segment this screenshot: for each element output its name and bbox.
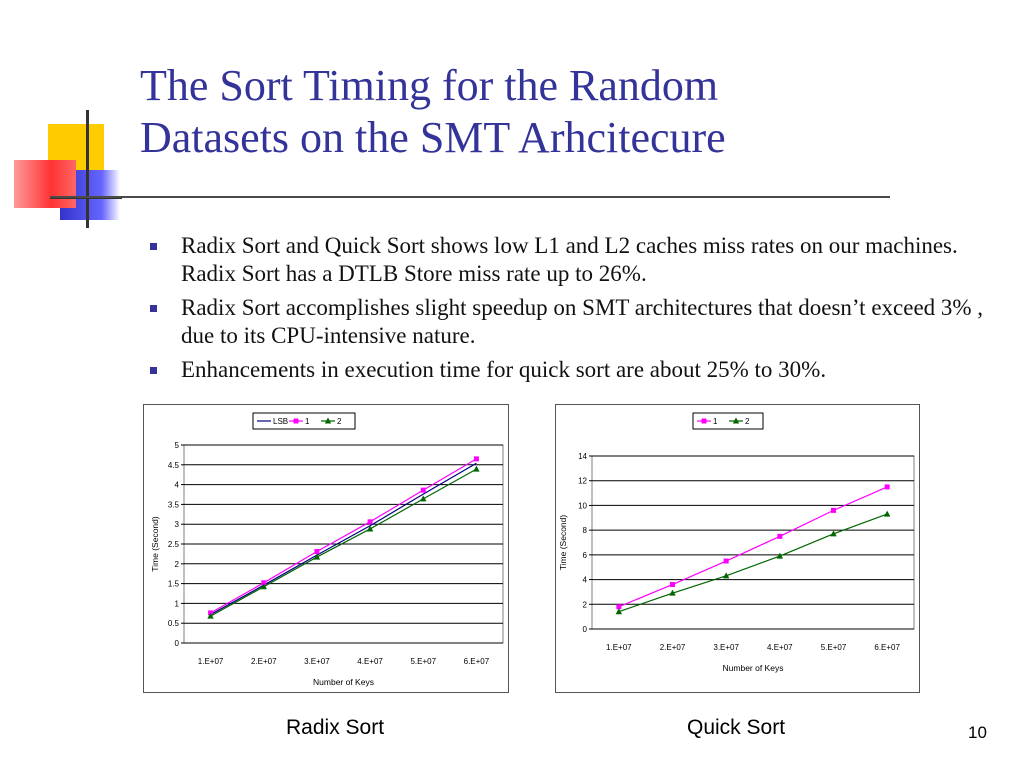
slide-title: The Sort Timing for the Random Datasets … [140,60,1000,164]
series-line-2 [210,468,477,617]
legend-label-LSB: LSB [273,417,288,426]
x-tick-label: 5.E+07 [410,657,436,666]
y-axis-label: Time (Second) [150,516,160,572]
data-point-1 [723,558,729,564]
slide-title-line-2: Datasets on the SMT Arhcitecure [140,113,726,162]
data-point-1 [473,456,479,462]
bullet-item: Radix Sort and Quick Sort shows low L1 a… [150,232,990,288]
bullet-text: Radix Sort accomplishes slight speedup o… [181,295,984,348]
data-point-2 [830,530,837,537]
series-line-LSB [210,462,477,616]
data-point-1 [831,507,836,513]
y-tick-label: 2 [175,560,180,569]
x-tick-label: 2.E+07 [251,657,277,666]
x-axis-label: Number of Keys [723,663,784,673]
x-tick-label: 3.E+07 [713,643,739,652]
legend-box [692,412,764,430]
radix-sort-chart-svg: 0 0.5 1 1.5 2 2.5 3 3.5 4 4.5 5 1.E+07 2.E+07 3.E+07 4… [150,412,504,687]
data-point-1 [670,582,675,588]
y-axis-label: Time (Second) [558,515,568,571]
radix-sort-caption: Radix Sort [286,716,385,739]
y-tick-label: 3 [175,520,180,529]
y-tick-label: 1.5 [168,580,180,589]
data-point-2 [722,572,730,579]
radix-sort-chart: 0 0.5 1 1.5 2 2.5 3 3.5 4 4.5 5 1.E+07 2.E+07 3.E+07 4… [143,404,509,693]
x-axis-label: Number of Keys [313,677,374,687]
data-point-2 [366,525,374,532]
y-tick-label: 4 [175,481,180,490]
y-tick-label: 10 [578,501,587,510]
bullet-text: Enhancements in execution time for quick… [181,357,827,382]
data-point-2 [883,510,891,517]
legend-box [252,412,356,430]
bullet-item: Radix Sort accomplishes slight speedup o… [150,294,990,350]
bullet-text: Radix Sort and Quick Sort shows low L1 a… [181,233,958,286]
slide-title-line-1: The Sort Timing for the Random [140,61,719,110]
legend-marker-1 [701,418,707,424]
bullet-list: Radix Sort and Quick Sort shows low L1 a… [150,232,990,390]
plot-area [591,455,915,630]
data-point-2 [776,552,784,559]
data-point-2 [260,583,267,590]
quick-sort-caption: Quick Sort [687,716,786,739]
y-tick-label: 6 [583,551,588,560]
y-tick-label: 4.5 [168,461,180,470]
legend-label-1: 1 [713,417,718,426]
y-tick-label: 12 [578,477,587,486]
data-point-1 [420,487,426,493]
y-tick-label: 4 [583,576,588,585]
y-tick-label: 0 [583,625,588,634]
data-point-2 [313,553,321,560]
x-tick-label: 5.E+07 [821,643,847,652]
x-tick-label: 4.E+07 [357,657,383,666]
series-line-1 [618,486,888,608]
data-point-1 [367,519,373,525]
y-tick-label: 0 [175,639,180,648]
y-tick-label: 5 [175,441,180,450]
data-point-2 [473,465,480,472]
y-tick-label: 3.5 [168,500,180,509]
deco-vertical-line [86,110,89,228]
bullet-marker-icon [150,367,157,374]
title-divider [50,196,890,198]
legend-label-1: 1 [305,417,310,426]
legend-label-2: 2 [337,417,342,426]
x-tick-label: 4.E+07 [767,643,793,652]
y-tick-label: 2 [583,600,588,609]
series-line-1 [210,458,477,614]
data-point-2 [207,612,214,619]
corner-decoration [0,100,140,230]
data-point-1 [261,580,267,586]
legend-marker-2 [324,417,332,424]
data-point-1 [777,533,783,539]
x-tick-label: 3.E+07 [304,657,330,666]
series-line-2 [618,513,888,613]
quick-sort-chart: 0 2 4 6 8 10 12 14 1.E+07 2.E+07 3.E+07 4.E+07 5.E+0… [555,404,920,693]
x-tick-label: 2.E+07 [660,643,686,652]
y-tick-label: 8 [583,526,588,535]
bullet-item: Enhancements in execution time for quick… [150,356,990,384]
data-point-2 [615,608,623,615]
y-tick-label: 1 [175,599,180,608]
x-tick-label: 6.E+07 [874,643,900,652]
y-tick-label: 0.5 [168,619,180,628]
data-point-2 [420,495,427,502]
legend-label-2: 2 [745,417,750,426]
x-tick-label: 1.E+07 [198,657,224,666]
slide-number: 10 [968,723,987,742]
x-tick-label: 1.E+07 [606,643,632,652]
y-tick-label: 14 [578,452,587,461]
bullet-marker-icon [150,305,157,312]
data-point-1 [616,604,622,610]
deco-red-square [14,160,76,208]
y-tick-label: 2.5 [168,540,180,549]
legend-marker-2 [732,417,740,424]
bullet-marker-icon [150,243,157,250]
x-tick-label: 6.E+07 [464,657,490,666]
legend-marker-1 [293,418,299,424]
data-point-2 [669,589,676,596]
data-point-1 [884,484,890,490]
data-point-1 [314,549,320,555]
